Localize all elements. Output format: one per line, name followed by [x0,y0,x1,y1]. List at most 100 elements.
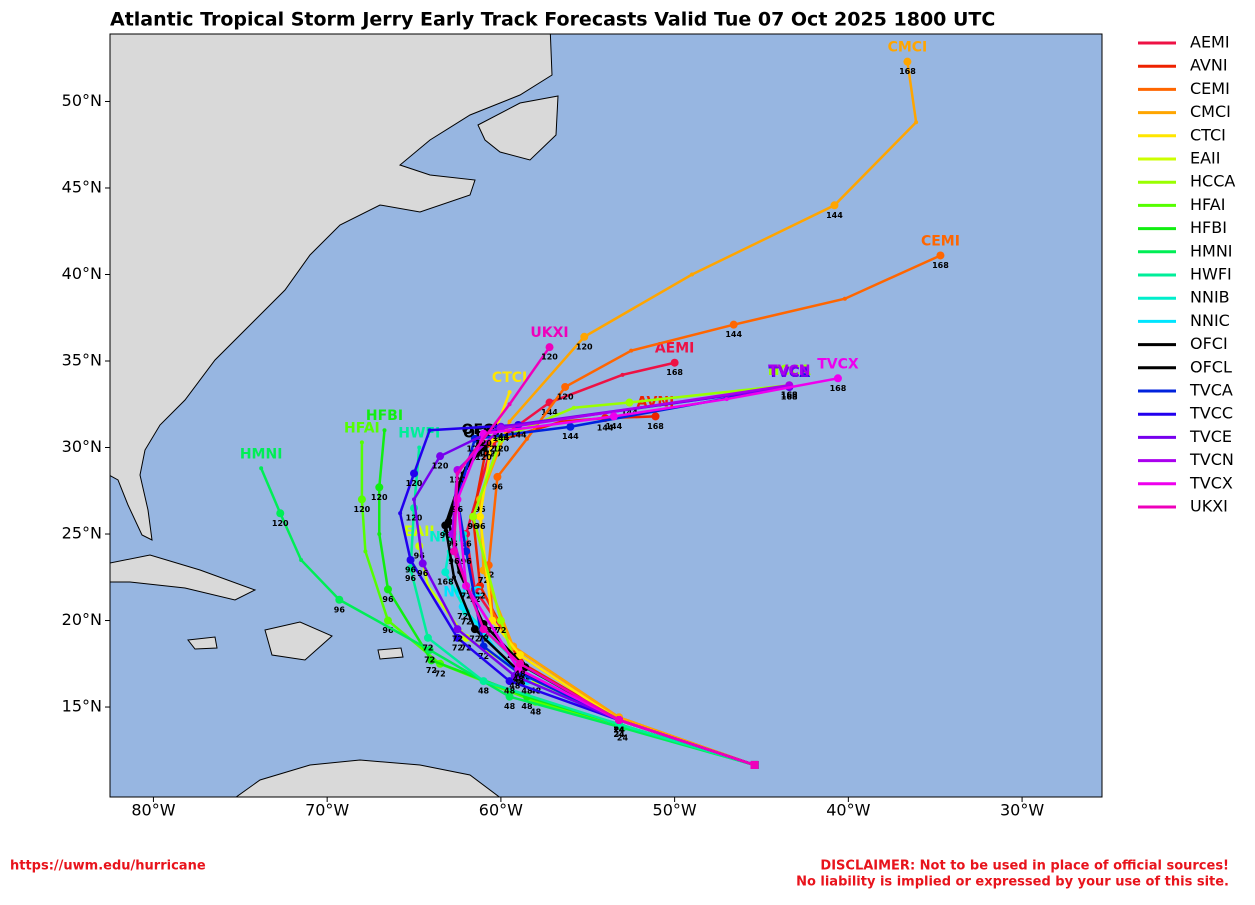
hour-label: 72 [478,635,489,644]
track-point [451,575,456,580]
track-point [914,120,919,125]
track-point [833,374,842,383]
hour-label: 72 [495,626,506,635]
hour-label: 120 [371,493,388,502]
north-america [110,34,553,541]
land [110,34,559,797]
track-point [299,557,304,562]
hour-label: 120 [576,342,593,351]
track-point [510,671,519,680]
track-point [383,616,392,625]
track-point [516,659,525,668]
track-point [382,428,387,433]
track-point [276,509,285,518]
model-label: TVCC [769,365,810,381]
legend-label: NNIB [1190,288,1230,307]
track-point [455,471,460,476]
track-point [436,452,445,461]
track-point [830,201,839,210]
track-point [609,412,618,421]
track-point [842,296,847,301]
hour-label: 96 [468,522,480,531]
footer-url: https://uwm.edu/hurricane [10,859,206,874]
hour-label: 24 [613,726,625,735]
track-point [729,320,738,329]
hour-label: 48 [530,707,542,716]
x-tick-label: 30°W [1000,801,1044,820]
track-point [377,532,382,537]
hour-label: 24 [613,726,625,735]
legend-label: TVCC [1189,404,1233,423]
hour-label: 144 [597,424,614,433]
y-tick-label: 30°N [62,437,102,456]
hour-label: 24 [613,730,625,739]
hour-label: 48 [521,687,533,696]
legend-label: TVCX [1189,473,1233,492]
track-point [453,625,462,634]
hour-label: 24 [613,726,625,735]
hour-label: 120 [432,462,449,471]
track-point [516,651,525,660]
hour-label: 168 [647,422,664,431]
track-point [449,547,458,556]
legend-label: HWFI [1190,265,1232,284]
track-point [545,343,554,352]
hour-label: 168 [781,392,798,401]
hour-label: 72 [478,629,489,638]
x-tick-label: 80°W [131,801,175,820]
track-point [566,422,575,431]
x-tick-label: 50°W [653,801,697,820]
model-label: TVCN [768,363,810,379]
hour-label: 48 [504,702,516,711]
hour-label: 96 [440,531,452,540]
hour-label: 168 [666,368,683,377]
hour-label: 72 [424,655,435,664]
hour-label: 48 [514,678,526,687]
model-label: TVCX [817,356,859,372]
hour-label: 24 [613,726,625,735]
hour-label: 96 [382,626,394,635]
model-label: UKXI [530,325,568,341]
hour-label: 96 [461,540,473,549]
legend-label: TVCE [1189,427,1232,446]
legend-label: HMNI [1190,241,1233,260]
hour-label: 24 [613,726,625,735]
track-point [427,428,432,433]
track-point [418,559,427,568]
track-point [335,595,344,604]
hour-label: 72 [461,591,472,600]
hour-label: 96 [382,595,394,604]
model-label: HFBI [366,408,403,424]
y-tick-label: 40°N [62,264,102,283]
hour-label: 96 [492,482,504,491]
hour-label: 168 [899,67,916,76]
legend-label: AEMI [1190,33,1230,52]
track-point [496,616,505,625]
x-tick-label: 40°W [826,801,870,820]
hour-label: 168 [781,392,798,401]
hour-label: 72 [461,643,472,652]
hour-label: 120 [493,444,510,453]
hour-label: 72 [461,591,472,600]
track-point [462,547,471,556]
hour-label: 120 [272,519,289,528]
jamaica [187,636,218,650]
legend-label: HFAI [1190,195,1225,214]
track-point [615,716,624,725]
model-label: AEMI [655,341,695,357]
track [259,467,755,767]
track-point [670,358,679,367]
model-label: CEMI [921,233,960,249]
legend-label: HFBI [1190,218,1227,237]
track-point [427,656,436,665]
track-point [375,483,384,492]
track-point [417,445,422,450]
legend-label: NNIC [1190,311,1230,330]
legend-label: UKXI [1190,497,1228,516]
legend-label: HCCA [1190,172,1235,191]
hour-label: 24 [613,726,625,735]
hour-label: 144 [541,408,558,417]
hour-label: 168 [781,391,798,400]
hour-label: 24 [613,726,625,735]
hour-label: 96 [405,565,417,574]
